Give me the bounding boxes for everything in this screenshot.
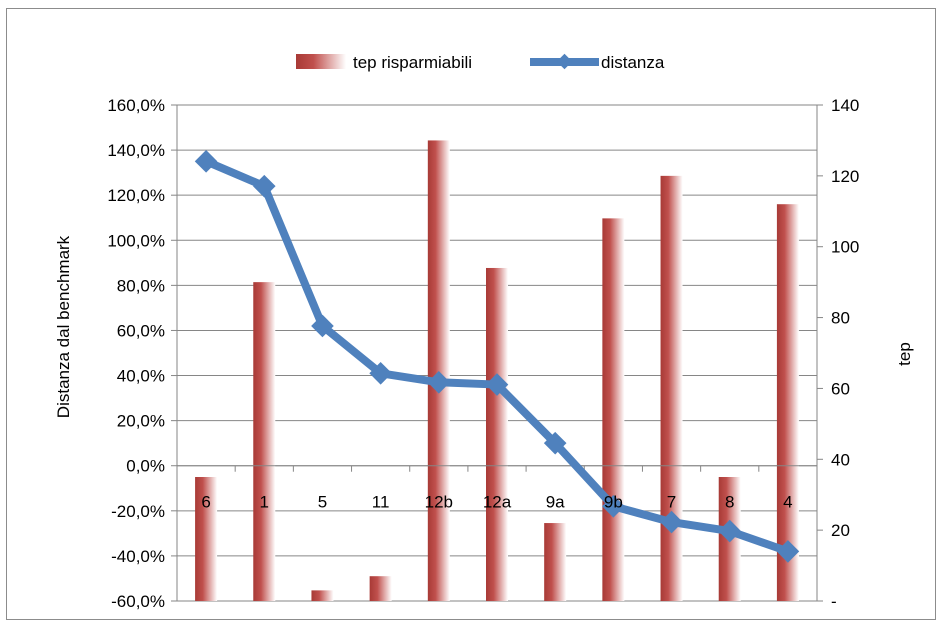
line-point-marker bbox=[369, 361, 392, 385]
bar bbox=[602, 218, 625, 601]
y2-tick-label: 60 bbox=[831, 379, 850, 398]
bar bbox=[427, 140, 450, 601]
y-tick-label: 40,0% bbox=[117, 367, 165, 386]
x-tick-label: 9a bbox=[546, 493, 565, 512]
combo-chart: 160,0%140,0%120,0%100,0%80,0%60,0%40,0%2… bbox=[54, 53, 914, 611]
bar bbox=[660, 175, 683, 601]
y2-tick-label: 120 bbox=[831, 167, 859, 186]
y-tick-label: 0,0% bbox=[126, 457, 165, 476]
bar bbox=[486, 267, 508, 601]
line-point-marker bbox=[602, 494, 625, 518]
line-point-marker bbox=[543, 431, 567, 455]
x-tick-label: 12a bbox=[483, 493, 512, 512]
bar bbox=[195, 477, 218, 601]
line-point-marker bbox=[252, 174, 276, 198]
line-point-marker bbox=[776, 540, 800, 563]
x-tick-label: 1 bbox=[260, 493, 269, 512]
axes bbox=[171, 104, 823, 602]
y2-tick-label: 20 bbox=[831, 521, 850, 540]
bar bbox=[311, 590, 334, 601]
legend-swatch-marker bbox=[556, 53, 573, 70]
y-tick-label: -20,0% bbox=[111, 502, 165, 521]
line-point-marker bbox=[194, 150, 218, 173]
x-tick-label: 9b bbox=[604, 493, 623, 512]
line-point-marker bbox=[427, 370, 451, 394]
line-point-marker bbox=[718, 519, 742, 543]
y2-tick-label: 80 bbox=[831, 309, 850, 328]
legend-label-line: distanza bbox=[601, 53, 665, 72]
x-tick-label: 5 bbox=[318, 493, 327, 512]
line-series bbox=[194, 150, 800, 563]
y2-tick-label: 40 bbox=[831, 450, 850, 469]
y2-axis-title: tep bbox=[895, 342, 914, 366]
x-tick-label: 4 bbox=[783, 493, 792, 512]
line-point-marker bbox=[485, 373, 509, 396]
bar bbox=[776, 204, 799, 601]
legend-swatch-bar bbox=[296, 54, 346, 69]
y-tick-label: 160,0% bbox=[107, 96, 165, 115]
bar bbox=[544, 523, 567, 601]
line-point-marker bbox=[311, 314, 334, 338]
x-tick-label: 6 bbox=[201, 493, 210, 512]
bar-series bbox=[195, 140, 799, 601]
y-tick-label: 80,0% bbox=[117, 276, 165, 295]
chart-frame: 160,0% 140,0% 120,0% 100,0% 80,0% 60,0% 40,0% 2… bbox=[6, 8, 936, 620]
y-tick-label: 20,0% bbox=[117, 412, 165, 431]
y-tick-label: 140,0% bbox=[107, 141, 165, 160]
x-tick-label: 11 bbox=[372, 493, 390, 512]
y-axis-title: Distanza dal benchmark bbox=[54, 235, 73, 418]
x-tick-label: 12b bbox=[425, 493, 453, 512]
y-tick-label: 100,0% bbox=[107, 231, 165, 250]
y-tick-label: -40,0% bbox=[111, 547, 165, 566]
y-tick-label: 60,0% bbox=[117, 321, 165, 340]
bar bbox=[253, 282, 276, 601]
y-tick-label: -60,0% bbox=[111, 592, 165, 611]
y-tick-label: 120,0% bbox=[107, 186, 165, 205]
y2-tick-label: 100 bbox=[831, 238, 859, 257]
legend: tep risparmiabili distanza bbox=[296, 53, 665, 72]
x-tick-label: 7 bbox=[667, 493, 676, 512]
bar bbox=[369, 576, 392, 601]
y2-tick-label: 140 bbox=[831, 96, 859, 115]
x-tick-label: 8 bbox=[725, 493, 734, 512]
legend-label-bar: tep risparmiabili bbox=[353, 53, 472, 72]
y2-tick-label: - bbox=[831, 592, 837, 611]
labels: 160,0%140,0%120,0%100,0%80,0%60,0%40,0%2… bbox=[107, 96, 859, 611]
